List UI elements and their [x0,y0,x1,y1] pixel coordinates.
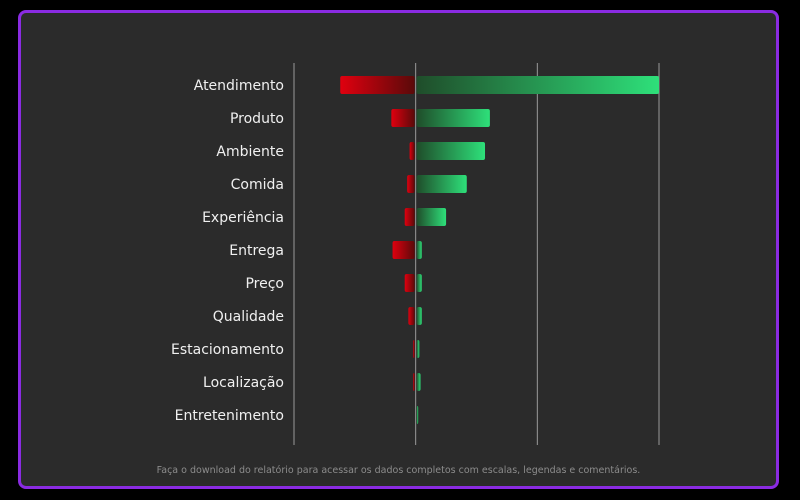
bar-negative [340,76,415,94]
bar-negative [413,340,415,358]
bar-negative [392,241,415,259]
bar-positive [416,307,422,325]
grid-lines [293,63,660,445]
diverging-bar-chart: Atendimento Produto Ambiente Comida Experiên… [171,63,660,445]
bar-negative [391,109,415,127]
category-label: Comida [231,177,284,193]
bar-positive [416,142,486,160]
bar-negative [404,274,415,292]
category-label: Preço [245,276,284,292]
bar-positive [416,406,419,424]
bar-positive [416,109,490,127]
bar-negative [407,175,415,193]
bar-positive [416,340,420,358]
bar-negative [404,208,415,226]
category-label: Ambiente [216,144,284,160]
category-label: Atendimento [194,78,284,94]
category-label: Localização [203,375,284,391]
bar-positive [416,175,467,193]
bar-positive [416,208,447,226]
bars [340,76,659,424]
footnote: Faça o download do relatório para acessa… [156,465,641,476]
bar-positive [416,274,422,292]
category-label: Entretenimento [175,408,284,424]
category-label: Entrega [229,243,284,259]
chart-panel: Atendimento Produto Ambiente Comida Experiên… [18,10,779,489]
category-label: Experiência [202,210,284,226]
category-labels: Atendimento Produto Ambiente Comida Experiên… [171,78,284,424]
category-label: Qualidade [213,309,284,325]
category-label: Estacionamento [171,342,284,358]
category-label: Produto [230,111,284,127]
bar-negative [409,142,415,160]
bar-positive [416,76,659,94]
bar-negative [408,307,415,325]
bar-negative [413,373,415,391]
bar-positive [416,373,421,391]
bar-positive [416,241,422,259]
